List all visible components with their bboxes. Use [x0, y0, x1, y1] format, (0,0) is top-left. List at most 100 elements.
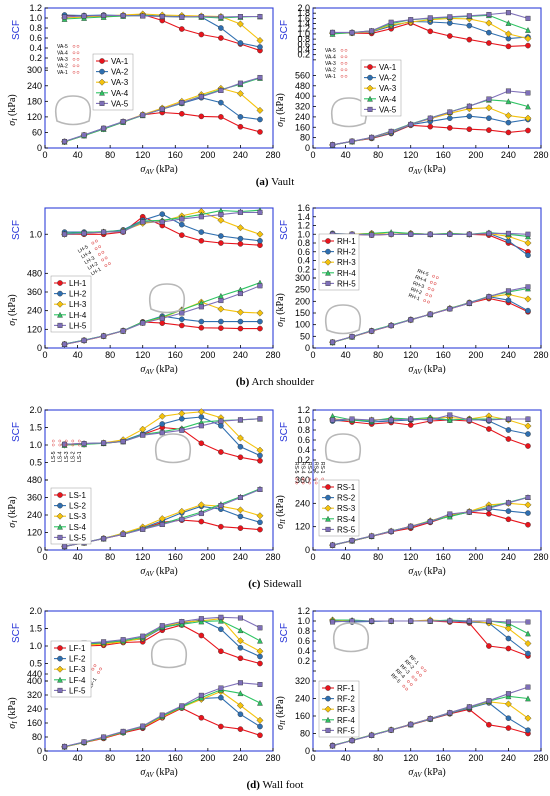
scf-point-LF-1: [237, 655, 244, 662]
stress-point-VA-5: [101, 125, 107, 131]
scf-point-RH-3: [524, 239, 532, 247]
scf-point-LF-5: [218, 614, 224, 620]
scf-point-LS-2: [218, 422, 224, 429]
stress-point-RF-5: [505, 691, 511, 697]
scf-point-LF-4: [237, 627, 244, 634]
legend-entry: LS-4: [69, 523, 86, 532]
x-axis-label: σAV (kPa): [408, 566, 445, 578]
scf-point-VA-5: [466, 13, 472, 19]
scf-point-LF-4: [257, 637, 263, 644]
scf-point-VA-5: [218, 14, 224, 20]
scf-point-VA-1: [427, 28, 434, 35]
y-tick-label-stress: 480: [27, 268, 42, 278]
y-tick-label-scf: 0.8: [297, 238, 310, 248]
scf-point-RS-2: [525, 431, 531, 437]
y-tick-label-stress: 0: [305, 545, 310, 555]
stress-point-RF-3: [504, 700, 512, 708]
y-tick-label-scf: 0.8: [297, 425, 310, 435]
stress-point-RS-5: [388, 528, 394, 534]
scf-point-VA-5: [330, 29, 336, 35]
scf-point-RF-3: [504, 625, 512, 632]
stress-point-RH-2: [525, 307, 531, 314]
scf-point-VA-3: [524, 35, 532, 43]
x-tick-label: 280: [265, 150, 280, 160]
y-tick-label-scf: 0.6: [297, 435, 310, 445]
legend-entry: LH-2: [69, 290, 87, 299]
stress-point-RS-1: [486, 511, 492, 517]
legend: RS-1 RS-2RS-3 RS-4RS-5: [318, 479, 360, 537]
gauge-marker: [423, 299, 427, 302]
stress-point-LH-1: [178, 322, 185, 329]
stress-point-LH-5: [218, 298, 224, 304]
gauge-marker: [340, 61, 344, 65]
legend-entry: RF-4: [337, 716, 355, 725]
stress-point-RF-5: [388, 727, 394, 733]
y-tick-label-scf: 1.0: [297, 229, 310, 239]
y-tick-label-scf: 0.5: [29, 458, 42, 468]
y-tick-label-stress: 320: [295, 102, 310, 112]
scf-axis-label: SCF: [11, 422, 22, 442]
scf-point-VA-5: [120, 12, 126, 18]
scf-point-LS-1: [257, 457, 263, 464]
scf-point-RF-5: [330, 619, 336, 625]
scf-point-LF-5: [140, 633, 146, 639]
scf-point-LH-1: [198, 238, 205, 244]
legend-swatch-marker: [57, 290, 63, 297]
stress-point-LH-5: [101, 333, 107, 339]
legend-entry: VA-5: [379, 105, 397, 114]
scf-axis-label: SCF: [279, 220, 290, 240]
stress-point-VA-5: [427, 115, 433, 121]
gauge-label: VA-5: [325, 48, 336, 54]
scf-point-RS-1: [525, 443, 531, 449]
scf-point-RS-5: [486, 417, 492, 423]
y-tick-label-stress: 400: [27, 676, 42, 686]
scf-point-LH-2: [237, 235, 244, 242]
scf-point-VA-5: [525, 15, 531, 21]
stress-point-RF-1: [505, 725, 512, 731]
y-tick-label-stress: 440: [27, 669, 42, 679]
stress-point-RH-5: [486, 294, 492, 300]
legend-entry: VA-4: [111, 89, 129, 98]
scf-point-LF-4: [217, 617, 224, 624]
scf-point-VA-5: [140, 13, 146, 19]
gauge-marker: [97, 671, 100, 674]
y-tick-label-scf: 0.4: [297, 445, 310, 455]
legend: VA-1 VA-2VA-3 VA-4VA-5: [360, 59, 402, 117]
stress-line-RS-1: [332, 511, 529, 546]
stress-point-LF-1: [198, 714, 205, 721]
stress-axis-label: σII (kPa): [275, 696, 287, 730]
caption-arch-shoulder: (b) Arch shoulder: [235, 376, 315, 388]
x-tick-label: 200: [468, 552, 483, 562]
legend-entry: RF-3: [337, 705, 355, 714]
chart-panel-b-left: 0 40 80 120 160 200 240 280 σAV (kPa) 0 120 240 360 4…: [7, 207, 281, 376]
stress-point-LS-1: [237, 525, 244, 531]
x-tick-label: 40: [341, 552, 351, 562]
scf-point-VA-5: [349, 30, 355, 36]
gauge-marker: [433, 282, 437, 286]
legend-swatch-marker: [367, 95, 373, 102]
gauge-marker: [295, 477, 299, 481]
scf-point-VA-1: [486, 40, 492, 46]
stress-point-LH-5: [198, 304, 204, 310]
x-tick-label: 280: [533, 753, 548, 763]
legend-swatch-marker: [367, 64, 373, 70]
y-tick-label-stress: 80: [32, 732, 42, 742]
y-tick-label-stress: 120: [27, 112, 42, 122]
y-tick-label-stress: 560: [295, 70, 310, 80]
stress-line-RH-2: [332, 296, 529, 343]
y-tick-label-scf: 0.2: [297, 50, 310, 60]
x-tick-label: 200: [468, 150, 483, 160]
y-tick-label-scf: 0.8: [29, 23, 42, 33]
gauge-label-group: LH-5LH-4LH-3LH-2LH-1: [77, 239, 111, 277]
gauge-label: RS-5: [293, 462, 299, 474]
gauge-marker: [93, 664, 97, 668]
gauge-marker: [402, 684, 406, 688]
gauge-marker: [51, 439, 55, 443]
stress-point-RS-1: [505, 516, 512, 523]
y-tick-label-stress: 160: [295, 122, 310, 132]
scf-point-VA-3: [256, 37, 264, 44]
stress-point-RF-5: [486, 698, 492, 704]
gauge-label: VA-1: [325, 74, 336, 80]
legend-swatch-marker: [57, 655, 63, 662]
